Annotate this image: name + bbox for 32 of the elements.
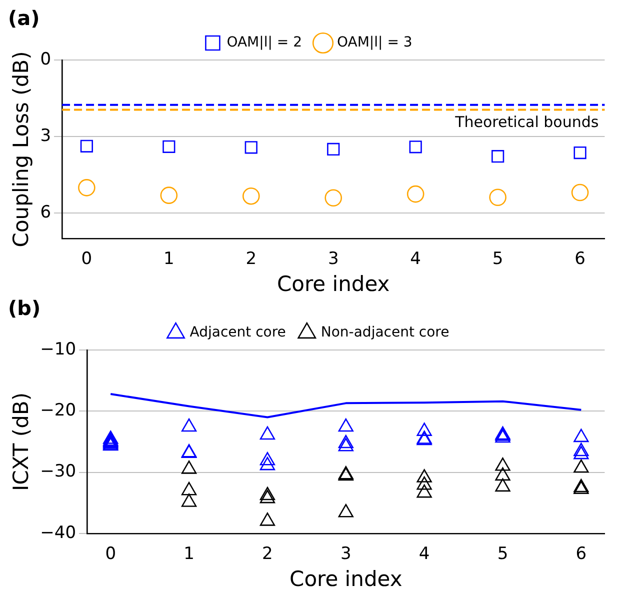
y-tick-label: −20: [40, 400, 76, 421]
y-tick-label: 0: [40, 49, 52, 70]
x-tick-label: 6: [576, 544, 587, 564]
y-tick-label: 6: [40, 202, 52, 222]
y-axis-title: ICXT (dB): [9, 392, 34, 491]
y-tick-label: −40: [40, 522, 76, 543]
chart-title: (b): [8, 296, 41, 320]
y-tick-label: −10: [40, 339, 76, 360]
legend-label: OAM|l| = 2: [226, 34, 302, 51]
x-tick-label: 5: [497, 544, 508, 564]
x-tick-label: 1: [184, 544, 194, 564]
chart-title: (a): [8, 6, 40, 30]
x-axis-title: Core index: [290, 566, 402, 591]
x-tick-label: 2: [262, 544, 273, 564]
x-tick-label: 2: [246, 249, 257, 270]
x-tick-label: 0: [105, 544, 116, 564]
x-tick-label: 1: [163, 249, 174, 270]
x-tick-label: 3: [340, 544, 352, 564]
x-tick-label: 3: [328, 249, 339, 270]
x-tick-label: 0: [81, 249, 92, 270]
legend-label: Adjacent core: [190, 324, 286, 341]
x-tick-label: 6: [574, 249, 586, 270]
legend-label: Non-adjacent core: [320, 324, 450, 341]
y-tick-label: −30: [40, 462, 76, 482]
x-axis-title: Core index: [276, 272, 390, 296]
x-tick-label: 4: [418, 544, 430, 564]
y-axis-title: Coupling Loss (dB): [9, 51, 34, 248]
annotation: Theoretical bounds: [454, 113, 599, 132]
legend-label: OAM|l| = 3: [337, 34, 412, 51]
x-tick-label: 5: [492, 249, 504, 270]
y-tick-label: 3: [40, 126, 52, 146]
x-tick-label: 4: [410, 249, 421, 270]
